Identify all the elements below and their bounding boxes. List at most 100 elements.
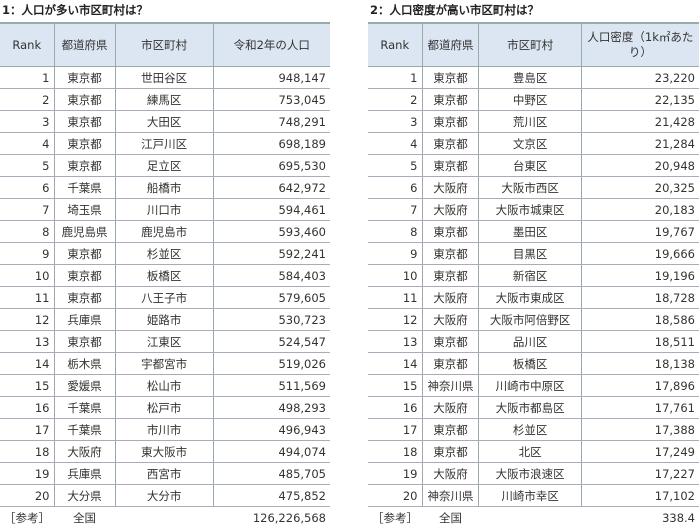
empty-cell [115, 507, 213, 528]
rank-cell: 10 [368, 265, 422, 287]
nation-label: 全国 [422, 507, 479, 528]
reference-label: ［参考］ [368, 507, 422, 528]
municipality-cell: 大阪市東成区 [479, 287, 581, 309]
prefecture-cell: 東京都 [422, 331, 479, 353]
rank-cell: 4 [368, 133, 422, 155]
municipality-cell: 中野区 [479, 89, 581, 111]
municipality-cell: 川口市 [115, 199, 213, 221]
rank-cell: 12 [0, 309, 54, 331]
municipality-cell: 練馬区 [115, 89, 213, 111]
value-cell: 20,948 [581, 155, 699, 177]
rank-cell: 20 [368, 485, 422, 507]
municipality-cell: 八王子市 [115, 287, 213, 309]
rank-cell: 9 [0, 243, 54, 265]
value-cell: 22,135 [581, 89, 699, 111]
rank-cell: 6 [368, 177, 422, 199]
column-header: 市区町村 [115, 23, 213, 67]
rank-cell: 2 [368, 89, 422, 111]
rank-cell: 5 [0, 155, 54, 177]
prefecture-cell: 大阪府 [422, 287, 479, 309]
prefecture-cell: 東京都 [422, 111, 479, 133]
rank-cell: 1 [368, 67, 422, 89]
prefecture-cell: 東京都 [54, 133, 115, 155]
prefecture-cell: 大阪府 [422, 199, 479, 221]
municipality-cell: 宇都宮市 [115, 353, 213, 375]
value-cell: 594,461 [213, 199, 330, 221]
rank-cell: 18 [368, 441, 422, 463]
municipality-cell: 品川区 [479, 331, 581, 353]
municipality-cell: 荒川区 [479, 111, 581, 133]
municipality-cell: 大阪市阿倍野区 [479, 309, 581, 331]
prefecture-cell: 東京都 [54, 265, 115, 287]
prefecture-cell: 東京都 [422, 265, 479, 287]
prefecture-cell: 東京都 [54, 111, 115, 133]
rank-cell: 11 [368, 287, 422, 309]
municipality-cell: 文京区 [479, 133, 581, 155]
prefecture-cell: 愛媛県 [54, 375, 115, 397]
municipality-cell: 足立区 [115, 155, 213, 177]
municipality-cell: 墨田区 [479, 221, 581, 243]
value-cell: 20,183 [581, 199, 699, 221]
column-header: 人口密度（1k㎡あたり） [581, 23, 699, 67]
rank-cell: 19 [0, 463, 54, 485]
rank-cell: 17 [0, 419, 54, 441]
prefecture-cell: 東京都 [422, 441, 479, 463]
value-cell: 530,723 [213, 309, 330, 331]
empty-cell [479, 507, 581, 528]
value-cell: 21,284 [581, 133, 699, 155]
value-cell: 17,388 [581, 419, 699, 441]
prefecture-cell: 東京都 [54, 331, 115, 353]
nation-label: 全国 [54, 507, 115, 528]
column-header: 令和2年の人口 [213, 23, 330, 67]
municipality-cell: 松戸市 [115, 397, 213, 419]
rank-cell: 12 [368, 309, 422, 331]
value-cell: 698,189 [213, 133, 330, 155]
value-cell: 593,460 [213, 221, 330, 243]
prefecture-cell: 東京都 [422, 419, 479, 441]
rank-cell: 3 [0, 111, 54, 133]
municipality-cell: 大田区 [115, 111, 213, 133]
column-header: Rank [0, 23, 54, 67]
prefecture-cell: 東京都 [54, 155, 115, 177]
municipality-cell: 板橋区 [479, 353, 581, 375]
rank-cell: 13 [0, 331, 54, 353]
value-cell: 17,102 [581, 485, 699, 507]
municipality-cell: 大阪市浪速区 [479, 463, 581, 485]
nation-value: 126,226,568 [213, 507, 330, 528]
municipality-cell: 江東区 [115, 331, 213, 353]
value-cell: 524,547 [213, 331, 330, 353]
municipality-cell: 姫路市 [115, 309, 213, 331]
municipality-cell: 大阪市西区 [479, 177, 581, 199]
value-cell: 19,196 [581, 265, 699, 287]
municipality-cell: 板橋区 [115, 265, 213, 287]
prefecture-cell: 千葉県 [54, 397, 115, 419]
rank-cell: 16 [368, 397, 422, 419]
prefecture-cell: 東京都 [54, 67, 115, 89]
rank-cell: 7 [368, 199, 422, 221]
prefecture-cell: 東京都 [422, 155, 479, 177]
prefecture-cell: 神奈川県 [422, 375, 479, 397]
rank-cell: 2 [0, 89, 54, 111]
value-cell: 579,605 [213, 287, 330, 309]
rank-cell: 18 [0, 441, 54, 463]
prefecture-cell: 鹿児島県 [54, 221, 115, 243]
